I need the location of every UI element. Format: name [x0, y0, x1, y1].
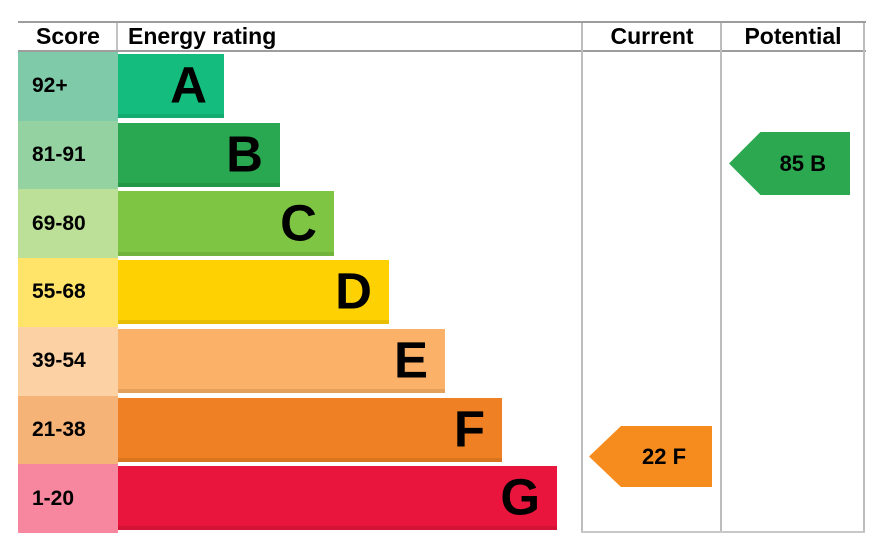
rating-letter: A: [170, 56, 207, 114]
score-range-label: 39-54: [18, 326, 118, 396]
rating-letter: E: [393, 331, 428, 389]
score-range-label: 81-91: [18, 120, 118, 190]
band-row-d: 55-68 D: [18, 258, 578, 327]
band-row-f: 21-38 F: [18, 395, 578, 465]
score-range-label: 69-80: [18, 189, 118, 259]
band-row-c: 69-80 C: [18, 189, 578, 259]
header-divider-line: [18, 50, 866, 52]
score-range-label: 21-38: [18, 395, 118, 465]
rating-bar-d: D: [118, 260, 389, 325]
current-column-divider: [581, 23, 583, 533]
band-row-g: 1-20 G: [18, 464, 578, 533]
rating-bar-e: E: [118, 328, 445, 394]
score-column-divider: [116, 23, 118, 50]
rating-bar-g: G: [118, 466, 557, 531]
table-right-border: [863, 23, 865, 533]
potential-column-divider: [720, 23, 722, 533]
current-rating-label: 22 F: [642, 443, 687, 469]
rating-scale: 92+ A 81-91 B 69-80 C 55-68 D 39-54: [18, 52, 578, 533]
potential-rating-arrow: 85 B: [729, 132, 850, 195]
rating-letter: D: [335, 262, 372, 320]
rating-bar-c: C: [118, 191, 334, 256]
potential-rating-label: 85 B: [779, 150, 827, 176]
band-row-e: 39-54 E: [18, 326, 578, 396]
current-rating-arrow: 22 F: [589, 426, 712, 487]
score-column-header: Score: [36, 23, 100, 49]
rating-letter: G: [500, 468, 540, 526]
energy-rating-column-header: Energy rating: [128, 23, 277, 49]
current-column-header: Current: [610, 23, 694, 49]
score-range-label: 55-68: [18, 258, 118, 327]
potential-column-header: Potential: [744, 23, 842, 49]
table-top-border: [18, 21, 866, 23]
rating-letter: B: [226, 125, 263, 183]
rating-bar-f: F: [118, 397, 502, 462]
band-row-a: 92+ A: [18, 52, 578, 121]
rating-bar-b: B: [118, 122, 280, 187]
score-range-label: 1-20: [18, 464, 118, 533]
rating-bar-a: A: [118, 54, 224, 119]
score-range-label: 92+: [18, 52, 118, 121]
table-bottom-border: [581, 531, 865, 533]
rating-letter: F: [453, 400, 485, 458]
band-row-b: 81-91 B: [18, 120, 578, 190]
rating-letter: C: [280, 193, 317, 251]
